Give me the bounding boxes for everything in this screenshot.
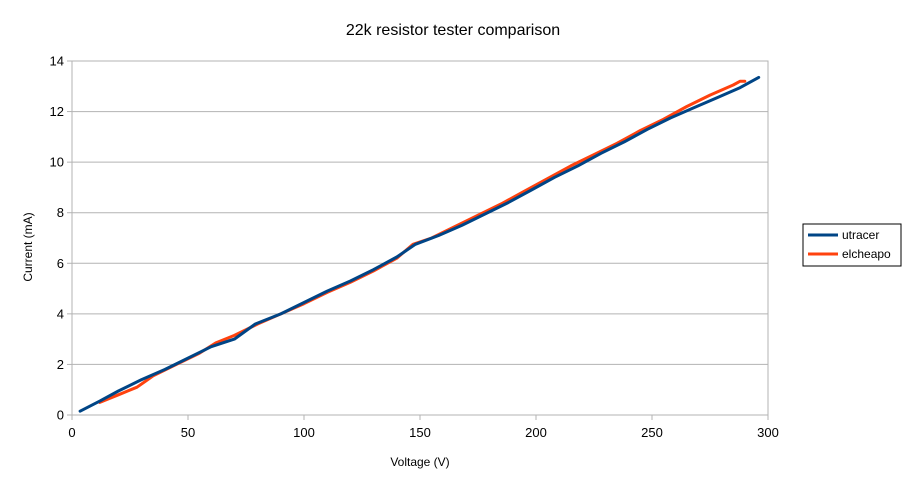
x-tick-label: 200 bbox=[525, 425, 547, 440]
x-tick-label: 150 bbox=[409, 425, 431, 440]
y-tick-label: 6 bbox=[57, 256, 64, 271]
y-tick-label: 8 bbox=[57, 205, 64, 220]
x-tick-label: 50 bbox=[181, 425, 195, 440]
x-tick-label: 0 bbox=[68, 425, 75, 440]
axis-ticks: 0 2 4 6 8 10 12 14 0 50 100 150 200 250 300 bbox=[50, 54, 779, 441]
legend-label-utracer: utracer bbox=[842, 228, 879, 242]
y-axis-title: Current (mA) bbox=[21, 212, 35, 281]
y-tick-label: 10 bbox=[50, 155, 64, 170]
legend-label-elcheapo: elcheapo bbox=[842, 247, 891, 261]
series-lines bbox=[78, 75, 761, 413]
series-line-utracer bbox=[78, 75, 761, 413]
x-tick-label: 300 bbox=[757, 425, 779, 440]
y-tick-label: 0 bbox=[57, 408, 64, 423]
x-axis-title: Voltage (V) bbox=[390, 455, 449, 469]
chart-title: 22k resistor tester comparison bbox=[346, 22, 560, 39]
y-tick-label: 4 bbox=[57, 306, 64, 321]
x-tick-label: 250 bbox=[641, 425, 663, 440]
y-tick-label: 12 bbox=[50, 104, 64, 119]
legend-box bbox=[802, 223, 902, 267]
legend: utracer elcheapo bbox=[802, 223, 902, 267]
y-tick-label: 14 bbox=[50, 54, 64, 69]
gridlines bbox=[72, 60, 768, 416]
x-tick-label: 100 bbox=[293, 425, 315, 440]
y-tick-label: 2 bbox=[57, 357, 64, 372]
